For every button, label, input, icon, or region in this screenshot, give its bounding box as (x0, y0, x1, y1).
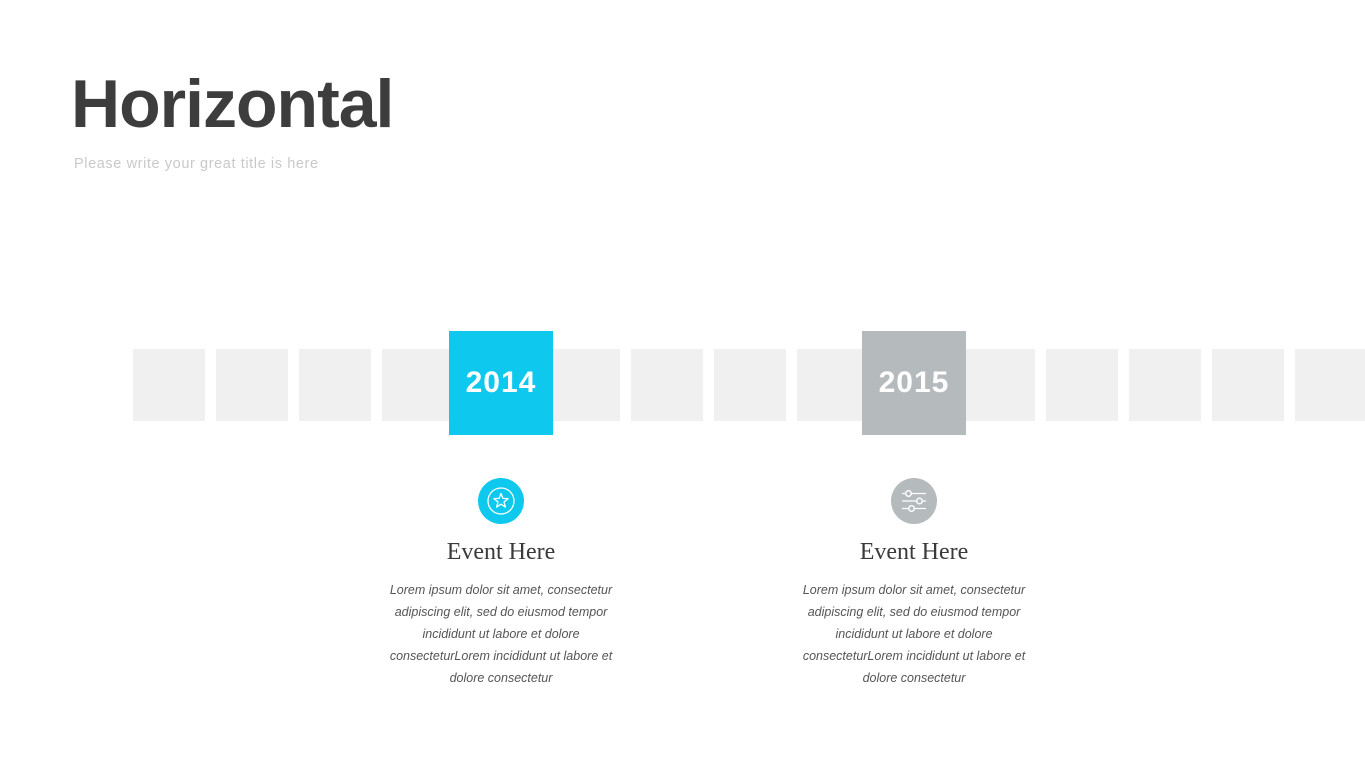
timeline-tile (382, 349, 454, 421)
event-card-2014: Event Here Lorem ipsum dolor sit amet, c… (351, 539, 651, 689)
timeline-tile (299, 349, 371, 421)
timeline-tile (1295, 349, 1365, 421)
timeline-tile (1212, 349, 1284, 421)
milestone-year-2015: 2015 (862, 331, 966, 435)
timeline-tile (631, 349, 703, 421)
timeline-tile (963, 349, 1035, 421)
event-card-2015: Event Here Lorem ipsum dolor sit amet, c… (764, 539, 1064, 689)
star-icon-graphic (487, 487, 515, 515)
timeline-track (133, 349, 1365, 421)
timeline-tile (548, 349, 620, 421)
event-description: Lorem ipsum dolor sit amet, consectetur … (389, 583, 613, 685)
event-description: Lorem ipsum dolor sit amet, consectetur … (802, 583, 1026, 685)
timeline-tile (714, 349, 786, 421)
event-title: Event Here (859, 539, 969, 565)
milestone-year-2014: 2014 (449, 331, 553, 435)
timeline-tile (1129, 349, 1201, 421)
timeline-tile (133, 349, 205, 421)
timeline-tile (1046, 349, 1118, 421)
timeline-tile (797, 349, 869, 421)
timeline-tile (216, 349, 288, 421)
page-title: Horizontal (71, 66, 394, 142)
event-title: Event Here (446, 539, 556, 565)
star-circle-icon (478, 478, 524, 524)
sliders-icon-graphic (902, 489, 926, 513)
page-subtitle: Please write your great title is here (74, 156, 319, 172)
sliders-icon (891, 478, 937, 524)
